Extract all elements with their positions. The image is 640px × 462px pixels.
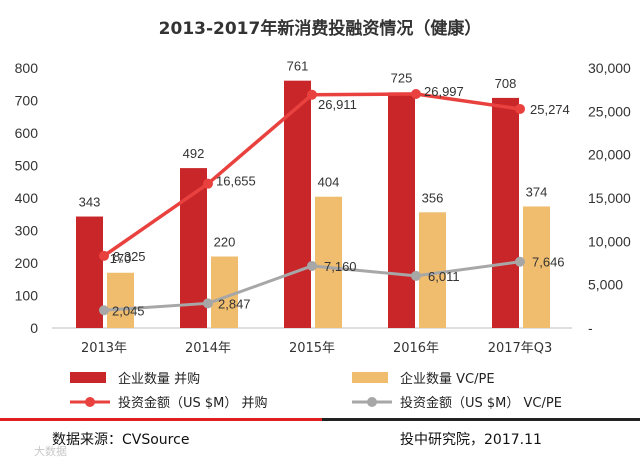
line-ma-amount-label: 25,274 (530, 102, 570, 117)
bar-ma-count-label: 708 (495, 76, 517, 91)
left-axis-tick: 300 (15, 223, 39, 239)
right-axis-tick: 10,000 (588, 233, 631, 249)
point-ma-amount (515, 103, 525, 114)
x-axis-tick: 2015年 (289, 341, 335, 356)
line-ma-amount-label: 26,911 (318, 97, 357, 112)
bar-vcpe-count-label: 356 (422, 190, 444, 205)
point-vcpe-amount (307, 260, 317, 271)
x-axis-tick: 2013年 (81, 341, 127, 356)
point-ma-amount (99, 250, 109, 261)
line-vcpe-amount-label: 6,011 (428, 269, 460, 284)
right-axis-tick: 15,000 (588, 190, 631, 206)
left-axis-tick: 500 (15, 158, 39, 174)
bar-vcpe-count (315, 196, 342, 328)
point-ma-amount (307, 89, 317, 100)
right-axis-tick: 25,000 (588, 103, 631, 119)
footer-source: 数据来源：CVSource (52, 432, 189, 448)
legend-label: 投资金额（US $M） 并购 (118, 395, 268, 411)
left-axis-tick: 400 (15, 190, 39, 206)
legend-label: 投资金额（US $M） VC/PE (400, 395, 562, 411)
chart-title: 2013-2017年新消费投融资情况（健康） (159, 18, 482, 39)
line-vcpe-amount-label: 2,045 (112, 303, 145, 318)
line-ma-amount-label: 16,655 (216, 174, 256, 189)
bar-vcpe-count (523, 206, 550, 328)
line-ma-amount-label: 26,997 (424, 84, 464, 99)
left-axis-tick: 100 (15, 288, 39, 304)
bar-vcpe-count (419, 212, 446, 328)
footer-red-rule (0, 418, 322, 421)
left-axis-tick: 600 (15, 125, 39, 141)
bar-ma-count (284, 80, 311, 328)
right-axis-tick: 20,000 (588, 147, 631, 163)
chart-lines (99, 89, 525, 316)
bar-vcpe-count-label: 170 (110, 251, 132, 266)
bar-ma-count-label: 725 (391, 70, 413, 85)
right-axis-tick: 30,000 (588, 60, 631, 76)
legend-swatch-bar (70, 372, 106, 383)
point-vcpe-amount (203, 298, 213, 309)
point-ma-amount (203, 178, 213, 189)
x-axis-tick: 2014年 (185, 341, 231, 356)
x-axis-tick: 2017年Q3 (488, 341, 553, 356)
legend-label: 企业数量 VC/PE (400, 371, 495, 387)
right-axis-tick: - (588, 320, 593, 336)
chart-data-labels: 343 170 492 220 761 404 725 356 708 374 8,325 16,65… (79, 59, 570, 319)
bar-vcpe-count-label: 404 (318, 175, 340, 190)
point-vcpe-amount (99, 305, 109, 316)
left-axis-tick: 0 (30, 320, 38, 336)
point-ma-amount (411, 89, 421, 100)
bar-ma-count (76, 216, 103, 328)
bar-vcpe-count-label: 374 (526, 184, 548, 199)
point-vcpe-amount (411, 270, 421, 281)
line-ma-amount-label: 8,325 (113, 249, 146, 264)
line-ma-amount (103, 92, 521, 258)
point-vcpe-amount (515, 256, 525, 267)
watermark-text: 大数据 (34, 444, 67, 458)
footer-credit: 投中研究院，2017.11 (400, 432, 542, 448)
left-axis-tick: 700 (15, 93, 39, 109)
legend-label: 企业数量 并购 (118, 371, 200, 387)
footer: 数据来源：CVSource 投中研究院，2017.11 大数据 (0, 418, 640, 458)
footer-dark-rule (322, 418, 640, 421)
bar-ma-count-label: 492 (183, 146, 205, 161)
chart-axes: 0 100 200 300 400 500 600 700 800 - 5,000 10,000 15,… (15, 60, 631, 356)
chart-legend: 企业数量 并购 企业数量 VC/PE 投资金额（US $M） 并购 投资金额（US $… (70, 371, 562, 411)
bar-ma-count-label: 761 (287, 59, 309, 74)
bar-ma-count-label: 343 (79, 195, 101, 210)
line-vcpe-amount-label: 7,646 (532, 255, 565, 270)
bar-vcpe-count-label: 220 (214, 235, 236, 250)
bar-vcpe-count (107, 272, 134, 328)
right-axis-tick: 5,000 (588, 277, 623, 293)
x-axis-tick: 2016年 (393, 341, 439, 356)
legend-swatch-marker (367, 397, 377, 407)
chart-bars (76, 80, 550, 329)
left-axis-tick: 800 (15, 60, 39, 76)
legend-swatch-bar (352, 372, 388, 383)
line-vcpe-amount-label: 7,160 (324, 259, 357, 274)
bar-ma-count (492, 97, 519, 329)
bar-vcpe-count (211, 256, 238, 328)
left-axis-tick: 200 (15, 255, 39, 271)
legend-swatch-marker (85, 397, 95, 407)
bar-ma-count (388, 92, 415, 328)
line-vcpe-amount-label: 2,847 (218, 296, 251, 311)
